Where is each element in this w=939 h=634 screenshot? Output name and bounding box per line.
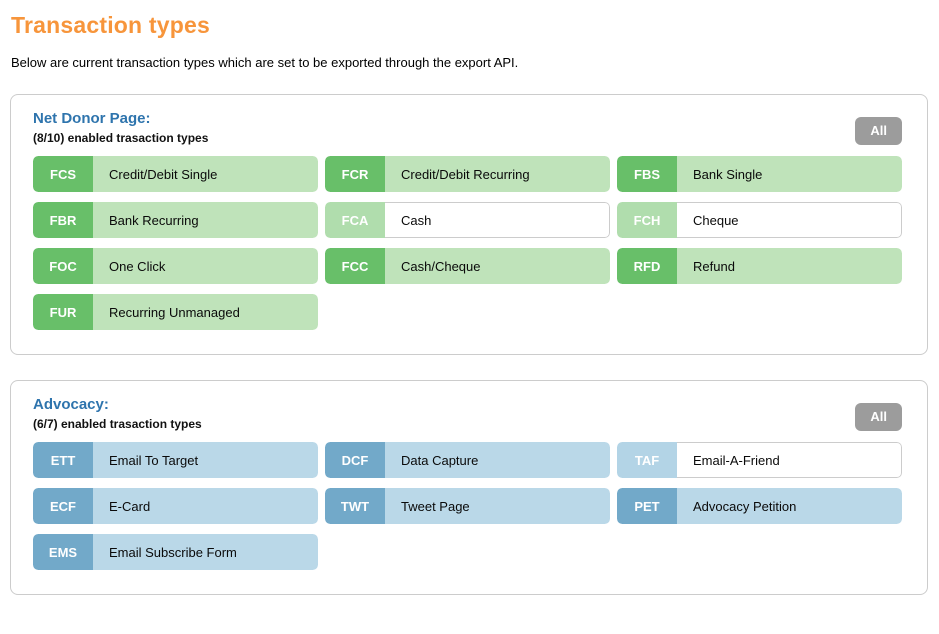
transaction-type-code-badge: EMS: [33, 534, 93, 570]
section-net-donor-page: Net Donor Page: (8/10) enabled trasactio…: [10, 94, 928, 355]
transaction-types-grid: ETT Email To Target DCF Data Capture TAF…: [33, 442, 902, 570]
transaction-type-code-badge: FUR: [33, 294, 93, 330]
transaction-type-label: Bank Single: [677, 156, 902, 192]
transaction-type-fca[interactable]: FCA Cash: [325, 202, 610, 238]
transaction-type-code-badge: RFD: [617, 248, 677, 284]
transaction-type-fch[interactable]: FCH Cheque: [617, 202, 902, 238]
transaction-type-label: Data Capture: [385, 442, 610, 478]
transaction-type-dcf[interactable]: DCF Data Capture: [325, 442, 610, 478]
sections-container: Net Donor Page: (8/10) enabled trasactio…: [10, 94, 928, 595]
transaction-type-code-badge: DCF: [325, 442, 385, 478]
transaction-type-label: Recurring Unmanaged: [93, 294, 318, 330]
transaction-type-code-badge: ETT: [33, 442, 93, 478]
transaction-type-label: Email To Target: [93, 442, 318, 478]
transaction-type-fur[interactable]: FUR Recurring Unmanaged: [33, 294, 318, 330]
transaction-type-code-badge: TWT: [325, 488, 385, 524]
section-title: Advocacy:: [33, 396, 109, 413]
transaction-type-label: Cash/Cheque: [385, 248, 610, 284]
select-all-button[interactable]: All: [855, 117, 902, 145]
transaction-type-label: Email Subscribe Form: [93, 534, 318, 570]
section-header: Net Donor Page: (8/10) enabled trasactio…: [33, 110, 902, 145]
transaction-type-fbs[interactable]: FBS Bank Single: [617, 156, 902, 192]
section-advocacy: Advocacy: (6/7) enabled trasaction types…: [10, 380, 928, 595]
transaction-type-label: Bank Recurring: [93, 202, 318, 238]
transaction-type-rfd[interactable]: RFD Refund: [617, 248, 902, 284]
transaction-types-grid: FCS Credit/Debit Single FCR Credit/Debit…: [33, 156, 902, 330]
transaction-type-label: Tweet Page: [385, 488, 610, 524]
transaction-type-twt[interactable]: TWT Tweet Page: [325, 488, 610, 524]
transaction-type-fbr[interactable]: FBR Bank Recurring: [33, 202, 318, 238]
transaction-type-fcc[interactable]: FCC Cash/Cheque: [325, 248, 610, 284]
page-title: Transaction types: [11, 12, 210, 38]
transaction-type-code-badge: FCA: [325, 202, 385, 238]
transaction-type-label: Cheque: [677, 202, 902, 238]
transaction-type-code-badge: FBR: [33, 202, 93, 238]
section-enabled-count: (8/10) enabled trasaction types: [33, 130, 209, 145]
page-description: Below are current transaction types whic…: [11, 55, 519, 70]
section-title: Net Donor Page:: [33, 110, 151, 127]
transaction-type-code-badge: FCR: [325, 156, 385, 192]
transaction-type-code-badge: FBS: [617, 156, 677, 192]
transaction-type-ecf[interactable]: ECF E-Card: [33, 488, 318, 524]
transaction-type-label: Credit/Debit Single: [93, 156, 318, 192]
transaction-type-ett[interactable]: ETT Email To Target: [33, 442, 318, 478]
section-header-text: Net Donor Page: (8/10) enabled trasactio…: [33, 110, 208, 145]
section-header-text: Advocacy: (6/7) enabled trasaction types: [33, 396, 202, 431]
transaction-type-foc[interactable]: FOC One Click: [33, 248, 318, 284]
transaction-type-code-badge: TAF: [617, 442, 677, 478]
transaction-type-label: Email-A-Friend: [677, 442, 902, 478]
transaction-type-fcr[interactable]: FCR Credit/Debit Recurring: [325, 156, 610, 192]
transaction-type-ems[interactable]: EMS Email Subscribe Form: [33, 534, 318, 570]
transaction-type-label: Credit/Debit Recurring: [385, 156, 610, 192]
transaction-type-label: E-Card: [93, 488, 318, 524]
section-enabled-count: (6/7) enabled trasaction types: [33, 416, 202, 431]
transaction-type-code-badge: FCS: [33, 156, 93, 192]
transaction-type-label: One Click: [93, 248, 318, 284]
section-header: Advocacy: (6/7) enabled trasaction types…: [33, 396, 902, 431]
transaction-type-label: Advocacy Petition: [677, 488, 902, 524]
transaction-type-code-badge: FCH: [617, 202, 677, 238]
transaction-type-taf[interactable]: TAF Email-A-Friend: [617, 442, 902, 478]
transaction-type-label: Cash: [385, 202, 610, 238]
transaction-type-code-badge: FOC: [33, 248, 93, 284]
transaction-type-code-badge: ECF: [33, 488, 93, 524]
transaction-type-pet[interactable]: PET Advocacy Petition: [617, 488, 902, 524]
transaction-type-label: Refund: [677, 248, 902, 284]
transaction-type-code-badge: FCC: [325, 248, 385, 284]
transaction-type-code-badge: PET: [617, 488, 677, 524]
transaction-type-fcs[interactable]: FCS Credit/Debit Single: [33, 156, 318, 192]
select-all-button[interactable]: All: [855, 403, 902, 431]
